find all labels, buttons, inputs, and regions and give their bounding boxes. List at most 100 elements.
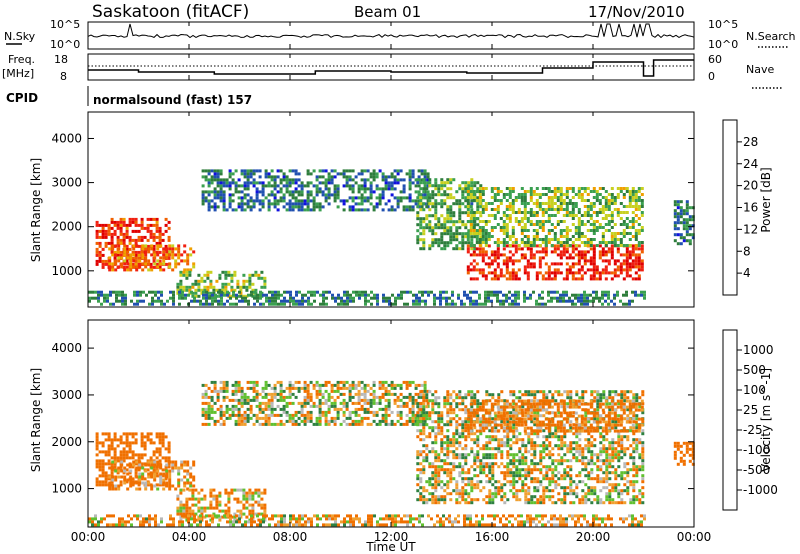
heatmap-cell xyxy=(685,221,689,225)
heatmap-cell xyxy=(619,265,623,269)
heatmap-cell xyxy=(458,184,462,188)
heatmap-cell xyxy=(111,460,115,464)
heatmap-cell xyxy=(559,232,563,235)
heatmap-cell xyxy=(261,184,265,188)
heatmap-cell xyxy=(385,517,388,521)
heatmap-cell xyxy=(203,285,207,289)
heatmap-cell xyxy=(243,208,247,212)
heatmap-cell xyxy=(637,241,641,244)
heatmap-cell xyxy=(258,392,262,396)
heatmap-cell xyxy=(443,217,447,221)
heatmap-cell xyxy=(505,277,509,281)
heatmap-cell xyxy=(439,523,442,527)
heatmap-cell xyxy=(324,184,328,188)
heatmap-cell xyxy=(194,291,198,295)
heatmap-cell xyxy=(318,190,322,194)
heatmap-cell xyxy=(481,190,485,193)
heatmap-cell xyxy=(203,515,207,519)
heatmap-cell xyxy=(292,302,295,306)
heatmap-cell xyxy=(119,220,123,224)
heatmap-cell xyxy=(443,190,447,194)
heatmap-cell xyxy=(373,514,376,518)
heatmap-cell xyxy=(372,383,376,387)
heatmap-cell xyxy=(370,517,373,521)
heatmap-cell xyxy=(165,256,169,260)
heatmap-cell xyxy=(318,389,322,393)
heatmap-cell xyxy=(129,481,133,485)
heatmap-cell xyxy=(177,484,181,488)
heatmap-cell xyxy=(159,466,163,470)
heatmap-cell xyxy=(303,380,307,384)
heatmap-cell xyxy=(228,172,232,176)
heatmap-cell xyxy=(192,460,196,464)
heatmap-cell xyxy=(330,395,334,399)
heatmap-cell xyxy=(144,265,148,269)
heatmap-cell xyxy=(274,299,277,303)
heatmap-cell xyxy=(357,413,361,417)
heatmap-cell xyxy=(255,190,259,194)
heatmap-cell xyxy=(218,294,222,298)
heatmap-cell xyxy=(469,220,473,223)
heatmap-cell xyxy=(469,268,473,272)
heatmap-cell xyxy=(165,469,169,473)
heatmap-cell xyxy=(116,456,120,460)
heatmap-cell xyxy=(631,262,635,266)
heatmap-cell xyxy=(294,196,298,200)
heatmap-cell xyxy=(478,253,482,257)
heatmap-cell xyxy=(224,288,228,292)
heatmap-cell xyxy=(139,290,142,294)
heatmap-cell xyxy=(291,178,295,182)
heatmap-cell xyxy=(336,389,340,393)
heatmap-cell xyxy=(426,193,430,197)
heatmap-cell xyxy=(378,422,382,426)
heatmap-cell xyxy=(283,302,286,306)
heatmap-cell xyxy=(321,392,325,396)
heatmap-cell xyxy=(619,271,623,275)
heatmap-cell xyxy=(442,520,445,524)
heatmap-cell xyxy=(562,193,566,196)
heatmap-cell xyxy=(131,465,135,469)
heatmap-cell xyxy=(239,500,243,504)
heatmap-cell xyxy=(673,239,677,243)
heatmap-cell xyxy=(434,226,438,230)
heatmap-cell xyxy=(191,512,195,516)
heatmap-cell xyxy=(215,288,219,292)
heatmap-cell xyxy=(188,512,192,516)
heatmap-cell xyxy=(405,386,409,390)
freq-label: Freq. xyxy=(8,53,35,66)
heatmap-cell xyxy=(232,302,235,306)
heatmap-cell xyxy=(431,205,435,209)
cpid-value: normalsound (fast) 157 xyxy=(93,93,252,107)
heatmap-cell xyxy=(288,208,292,212)
heatmap-cell xyxy=(520,256,524,260)
heatmap-cell xyxy=(291,422,295,426)
heatmap-cell xyxy=(143,453,147,457)
heatmap-cell xyxy=(679,200,683,204)
heatmap-cell xyxy=(604,202,608,205)
heatmap-cell xyxy=(307,290,310,294)
heatmap-cell xyxy=(276,169,280,173)
heatmap-cell xyxy=(131,432,135,436)
heatmap-cell xyxy=(159,244,163,248)
heatmap-cell xyxy=(577,250,581,254)
heatmap-cell xyxy=(327,404,331,408)
heatmap-cell xyxy=(559,262,563,266)
heatmap-cell xyxy=(345,404,349,408)
heatmap-cell xyxy=(201,410,205,414)
heatmap-cell xyxy=(228,199,232,203)
heatmap-cell xyxy=(301,514,304,518)
heatmap-cell xyxy=(250,517,253,521)
heatmap-cell xyxy=(484,277,488,281)
heatmap-cell xyxy=(481,259,485,263)
heatmap-cell xyxy=(601,205,605,208)
heatmap-cell xyxy=(122,241,126,245)
heatmap-cell xyxy=(375,172,379,176)
heatmap-cell xyxy=(437,426,441,430)
heatmap-cell xyxy=(607,302,610,306)
heatmap-cell xyxy=(230,279,234,283)
heatmap-cell xyxy=(177,466,181,470)
heatmap-cell xyxy=(225,416,229,420)
heatmap-cell xyxy=(219,389,223,393)
heatmap-cell xyxy=(574,247,578,251)
heatmap-cell xyxy=(88,299,91,303)
